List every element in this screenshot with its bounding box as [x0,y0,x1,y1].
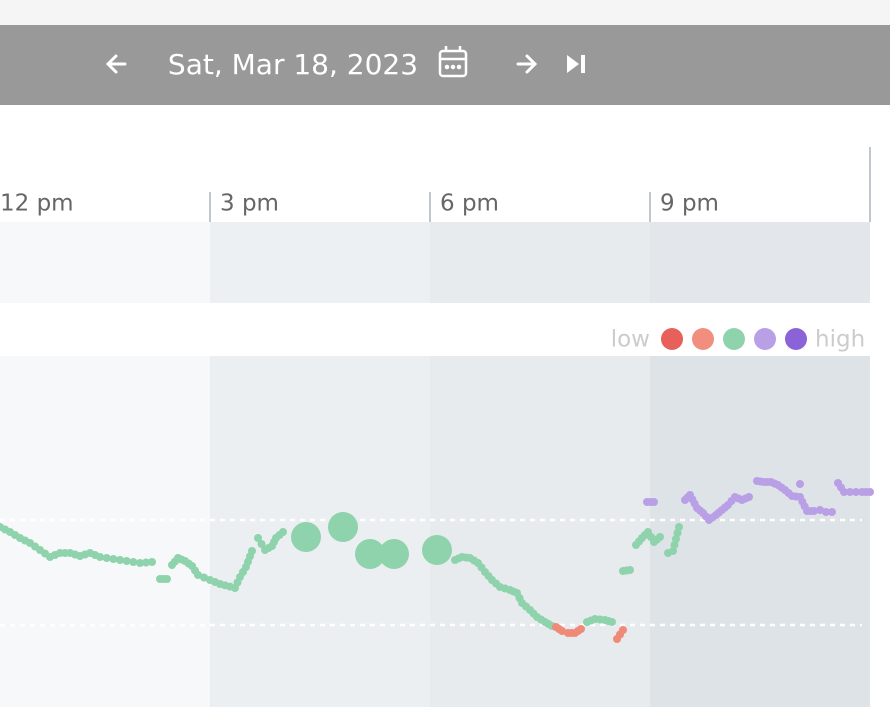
band [430,356,650,707]
legend-swatch [723,328,745,350]
legend-swatch [754,328,776,350]
reading-dot [200,573,208,582]
bolus-dot [291,522,321,552]
bolus-dot [379,539,409,569]
nav-bar [0,25,890,105]
band [0,356,210,707]
legend-high: high [815,327,865,353]
band [0,222,210,303]
time-label: 9 pm [660,191,719,217]
reading-dot [673,529,682,537]
reading-dot [608,618,616,626]
reading-dot [846,488,854,496]
band [430,222,650,303]
bolus-dot [355,539,385,569]
reading-dot [254,534,262,542]
band [650,356,870,707]
legend-swatch [692,328,714,350]
reading-dot [102,554,111,562]
reading-dot [822,508,830,516]
last-button[interactable] [567,55,585,73]
reading-dot [619,626,627,634]
reading-dot [866,488,874,496]
prev-button[interactable] [105,54,127,74]
reading-dot [148,558,156,566]
reading-dot [142,558,150,567]
date-label: Sat, Mar 18, 2023 [168,48,418,81]
reading-dot [796,480,804,488]
reading-dot [122,557,131,565]
band [210,222,430,303]
reading-dot [257,540,266,548]
next-button[interactable] [516,54,538,74]
reading-dot [810,507,818,515]
time-label: 6 pm [440,191,499,217]
reading-dot [248,547,256,555]
reading-dot [116,556,124,564]
reading-dot [96,553,104,561]
calendar-button[interactable] [438,46,468,78]
reading-dot [828,508,836,516]
bolus-dot [422,535,452,565]
time-ticks [209,147,871,222]
reading-dot [194,571,202,579]
legend-swatch [785,328,807,350]
top-strip [0,0,890,25]
reading-dot [745,493,753,501]
reading-dot [109,555,118,563]
reading-dot [670,541,679,549]
legend-swatch [661,328,683,350]
reading-dot [163,575,171,583]
reading-dot [656,533,664,541]
bolus-dot [328,512,358,542]
reading-dot [669,547,677,555]
reading-dot [840,488,848,496]
reading-dot [136,559,144,567]
reading-dot [672,535,680,543]
time-label: 12 pm [0,191,74,217]
band [210,356,430,707]
time-label: 3 pm [220,191,279,217]
reading-dot [626,566,634,574]
reading-dot [650,498,658,506]
reading-dot [279,528,287,536]
reading-dot [577,625,585,633]
reading-dot [675,523,683,531]
band [650,222,870,303]
reading-dot [129,558,138,566]
reading-dot [852,488,860,496]
legend-low: low [611,327,650,353]
